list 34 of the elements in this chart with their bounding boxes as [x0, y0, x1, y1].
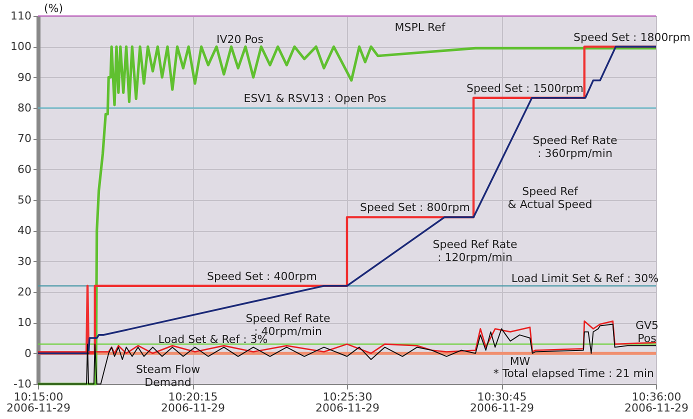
y-tick-label: 80	[18, 102, 32, 114]
y-tick-label: 50	[18, 194, 32, 206]
y-tick-label: 60	[18, 162, 32, 176]
annotation: MW	[510, 355, 530, 368]
annotation: ESV1 & RSV13 : Open Pos	[244, 92, 386, 105]
y-axis-title: (%)	[44, 2, 64, 15]
x-tick-label: 10:20:15 2006-11-29	[161, 390, 225, 414]
annotation: Speed Ref & Actual Speed	[508, 185, 592, 211]
y-tick-label: 0	[24, 346, 32, 360]
annotation: Speed Set : 800rpm	[360, 201, 470, 214]
x-tick-label: 10:36:00 2006-11-29	[624, 390, 688, 414]
y-tick-label: 30	[18, 254, 32, 268]
annotation: Speed Ref Rate : 120rpm/min	[432, 238, 518, 264]
y-tick-label: 70	[18, 132, 32, 146]
annotation: GV5 Pos	[635, 319, 659, 345]
annotation: Speed Set : 1800rpm	[574, 31, 690, 44]
y-tick-label: -10	[14, 378, 32, 390]
y-tick-label: 10	[18, 316, 32, 330]
y-tick-label: 100	[10, 40, 32, 54]
x-tick-label: 10:25:30 2006-11-29	[316, 390, 380, 414]
annotation: Speed Set : 1500rpm	[466, 82, 584, 95]
y-tick-label: 90	[18, 70, 32, 84]
annotation: Speed Set : 400rpm	[207, 270, 317, 283]
x-tick-label: 10:30:45 2006-11-29	[470, 390, 534, 414]
annotation: Speed Ref Rate : 360rpm/min	[532, 134, 618, 160]
annotation: IV20 Pos	[216, 33, 264, 46]
annotation: Steam Flow Demand	[136, 363, 200, 389]
x-tick-label: 10:15:00 2006-11-29	[6, 390, 70, 414]
annotation: * Total elapsed Time : 21 min	[493, 367, 654, 380]
annotation: Load Limit Set & Ref : 30%	[511, 272, 659, 285]
y-tick-label: 40	[18, 224, 32, 238]
y-tick-label: 20	[18, 286, 32, 298]
y-tick-label: 110	[10, 10, 32, 22]
annotation: MSPL Ref	[394, 21, 446, 34]
